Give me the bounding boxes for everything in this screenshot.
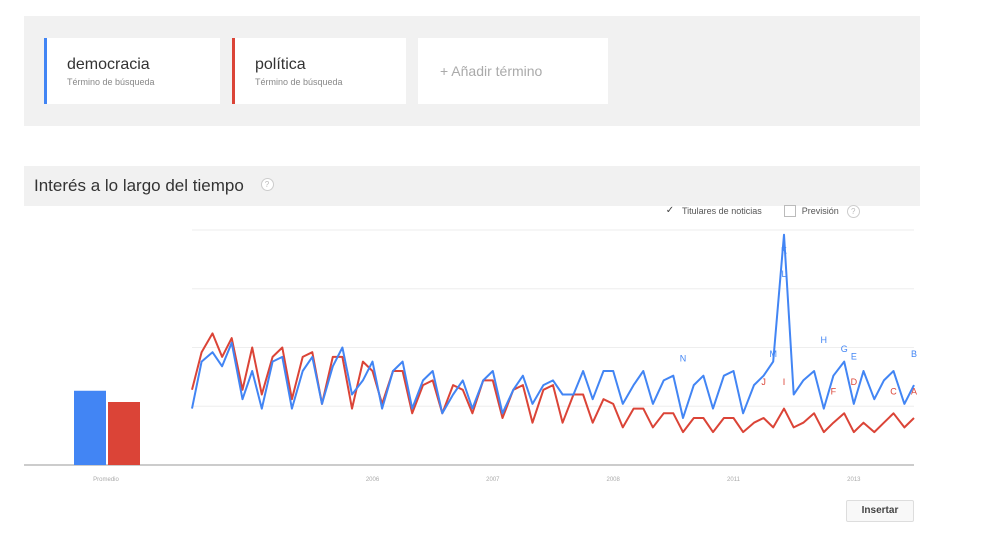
interest-over-time-header: Interés a lo largo del tiempo ?	[24, 166, 920, 206]
add-term-button[interactable]: + Añadir término	[418, 38, 608, 104]
average-bar	[108, 402, 140, 465]
x-tick-label: 2007	[486, 477, 500, 483]
series-line-politica	[191, 332, 915, 434]
news-annotation: E	[851, 351, 857, 361]
term-card-politica[interactable]: política Término de búsqueda	[232, 38, 406, 104]
section-title: Interés a lo largo del tiempo ?	[34, 176, 274, 196]
news-annotation: D	[851, 377, 858, 387]
section-title-text: Interés a lo largo del tiempo	[34, 176, 244, 195]
term-subtitle: Término de búsqueda	[67, 77, 155, 87]
forecast-help-icon[interactable]: ?	[846, 204, 860, 218]
term-name: política	[255, 56, 306, 73]
search-terms-panel: democracia Término de búsqueda política …	[24, 16, 920, 126]
news-annotation: F	[831, 387, 837, 397]
news-annotation: B	[911, 349, 917, 359]
embed-button[interactable]: Insertar	[846, 500, 914, 522]
term-subtitle: Término de búsqueda	[255, 77, 343, 87]
news-annotation: N	[680, 354, 687, 364]
news-headlines-label: Titulares de noticias	[682, 206, 762, 216]
news-annotation: I	[783, 377, 786, 387]
news-annotation: G	[841, 344, 848, 354]
news-annotation: C	[890, 387, 897, 397]
news-annotation: L	[782, 269, 787, 279]
term-card-democracia[interactable]: democracia Término de búsqueda	[44, 38, 220, 104]
average-label: Promedio	[93, 477, 119, 483]
news-annotation: K	[781, 246, 787, 256]
x-tick-label: 2008	[606, 477, 620, 483]
x-tick-label: 2006	[366, 477, 380, 483]
x-tick-label: 2013	[847, 477, 861, 483]
term-name: democracia	[67, 56, 150, 73]
news-headlines-checkbox[interactable]: ✓	[665, 205, 675, 216]
question-mark-icon[interactable]: ?	[260, 178, 274, 192]
average-bar	[74, 390, 106, 465]
forecast-checkbox[interactable]	[783, 205, 796, 217]
news-annotation: A	[911, 387, 917, 397]
news-annotation: M	[769, 349, 777, 359]
series-line-democracia	[191, 233, 915, 419]
chart-options: ✓ Titulares de noticias Previsión ?	[664, 204, 860, 218]
forecast-label: Previsión	[801, 206, 839, 216]
x-tick-label: 2011	[727, 477, 741, 483]
news-annotation: H	[821, 335, 828, 345]
news-annotation: J	[761, 377, 766, 387]
